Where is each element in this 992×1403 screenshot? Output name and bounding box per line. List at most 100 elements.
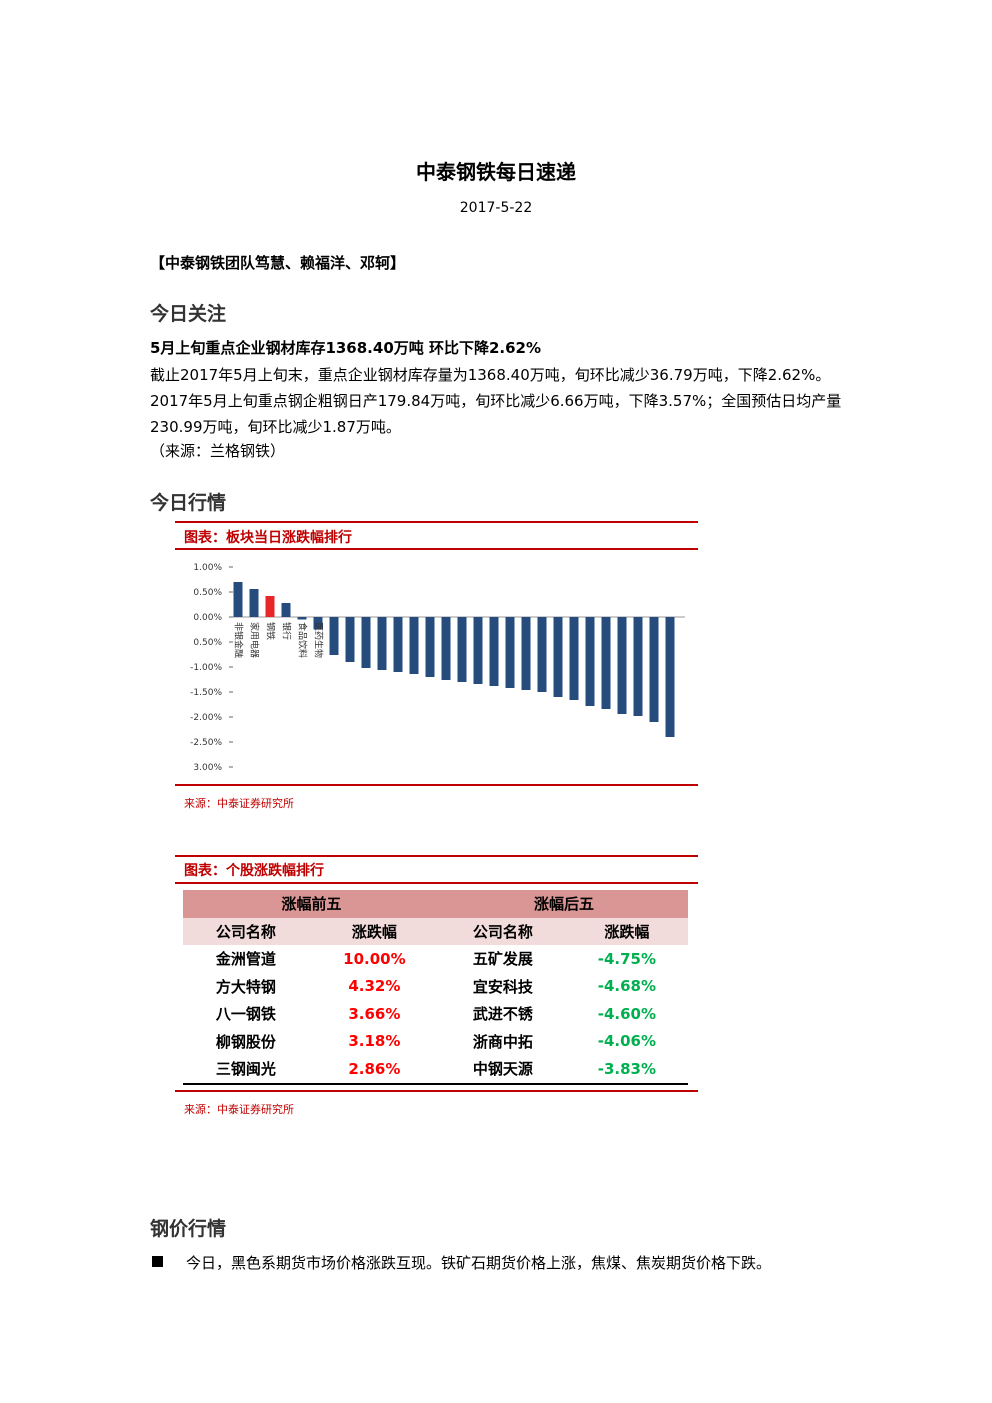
table-row: 三钢闽光 2.86% 中钢天源 -3.83% [183,1055,688,1084]
bar [649,617,659,722]
column-header: 涨跌幅 [351,922,397,941]
change-cell: 3.66% [348,1004,401,1023]
table-title: 图表：个股涨跌幅排行 [184,863,324,879]
stock-table: 涨幅前五 涨幅后五 公司名称 涨跌幅 公司名称 涨跌幅 金洲管道 10.00% 五矿发展 -4… [183,890,688,1085]
chart: 1.00% 0.50% 0.00% 0.50% -1.00% -1.50% -2.00% -2… [190,563,685,773]
change-cell: 2.86% [348,1059,401,1078]
bar [617,617,627,714]
x-tick-label: 钢铁 [265,622,277,640]
title: 中泰钢铁每日速递 [416,160,576,184]
bar [569,617,579,700]
bar [393,617,403,672]
chart-title: 图表：板块当日涨跌幅排行 [184,530,352,546]
table-row: 八一钢铁 3.66% 武进不锈 -4.60% [183,1000,688,1028]
bar [585,617,595,706]
heading: 钢价行情 [150,1218,227,1240]
bar [281,603,291,617]
x-tick-label: 家用电器 [249,622,261,658]
bar [409,617,419,674]
team: 【中泰钢铁团队笃慧、赖福洋、邓轲】 [150,254,406,272]
source: （来源：兰格钢铁） [150,442,286,460]
bar [297,617,307,620]
change-cell: 3.18% [348,1032,401,1051]
y-tick-label: -2.50% [190,738,222,748]
y-tick-label: 3.00% [193,763,222,773]
group-header: 涨幅前五 [281,895,342,914]
bullet-icon [152,1256,163,1267]
rule [175,855,698,857]
bar [521,617,531,690]
bar [457,617,467,682]
bar [425,617,435,677]
bar [489,617,499,686]
table-row: 金洲管道 10.00% 五矿发展 -4.75% [183,945,688,973]
x-tick-label: 医药生物 [313,622,325,658]
group-header: 涨幅后五 [533,895,594,914]
date: 2017-5-22 [459,200,533,216]
y-tick-label: 0.00% [193,613,222,623]
change-cell: -4.68% [597,977,657,996]
column-header: 公司名称 [215,922,276,941]
company-cell: 宜安科技 [472,977,533,996]
y-tick-label: -1.00% [190,663,222,673]
column-header: 涨跌幅 [604,922,650,941]
bar [313,617,323,630]
change-cell: -4.60% [597,1004,657,1023]
bar [441,617,451,680]
bar [553,617,563,697]
x-tick-label: 非银金融 [233,622,245,658]
y-tick-label: -2.00% [190,713,222,723]
column-header: 公司名称 [472,922,533,941]
company-cell: 三钢闽光 [215,1060,276,1079]
y-tick-label: -1.50% [190,688,222,698]
change-cell: -4.06% [597,1032,657,1051]
table-source: 来源：中泰证券研究所 [184,1103,294,1116]
rule [175,521,698,523]
heading: 今日行情 [150,492,227,514]
y-tick-label: 0.50% [193,638,222,648]
company-cell: 武进不锈 [472,1005,533,1024]
company-cell: 中钢天源 [472,1060,533,1079]
chart-source: 来源：中泰证券研究所 [184,797,294,810]
bar [633,617,643,716]
bar [345,617,355,662]
bar [329,617,339,655]
bar [473,617,483,684]
bullet-text: 今日，黑色系期货市场价格涨跌互现。铁矿石期货价格上涨，焦煤、焦炭期货价格下跌。 [186,1254,772,1272]
headline: 5月上旬重点企业钢材库存1368.40万吨 环比下降2.62% [150,339,542,357]
bar [505,617,515,688]
group-row: 涨幅前五 涨幅后五 [183,890,688,918]
table-row: 方大特钢 4.32% 宜安科技 -4.68% [183,973,688,1001]
y-tick-label: 0.50% [193,588,222,598]
bar [249,589,259,617]
company-cell: 五矿发展 [472,950,533,969]
x-tick-label: 银行 [281,622,293,640]
bar [265,596,275,617]
change-cell: -4.75% [597,949,657,968]
paragraph: 截止2017年5月上旬末，重点企业钢材库存量为1368.40万吨，旬环比减少36… [150,366,842,436]
bar [665,617,675,737]
rule [175,784,698,786]
change-cell: 10.00% [343,949,406,968]
bar [537,617,547,692]
y-tick-label: 1.00% [193,563,222,573]
heading: 今日关注 [150,303,227,325]
table-row: 柳钢股份 3.18% 浙商中拓 -4.06% [183,1028,688,1056]
x-tick-label: 食品饮料 [297,622,309,658]
bar [233,582,243,617]
change-cell: -3.83% [597,1059,657,1078]
bar [601,617,611,709]
company-cell: 柳钢股份 [215,1032,276,1051]
company-cell: 金洲管道 [215,950,276,969]
rule [175,1090,698,1092]
rule [175,882,698,884]
column-row: 公司名称 涨跌幅 公司名称 涨跌幅 [183,917,688,945]
company-cell: 浙商中拓 [472,1032,533,1051]
rule [175,548,698,550]
change-cell: 4.32% [348,977,401,996]
bar [361,617,371,668]
bar [377,617,387,670]
company-cell: 方大特钢 [215,977,276,996]
company-cell: 八一钢铁 [215,1005,276,1024]
